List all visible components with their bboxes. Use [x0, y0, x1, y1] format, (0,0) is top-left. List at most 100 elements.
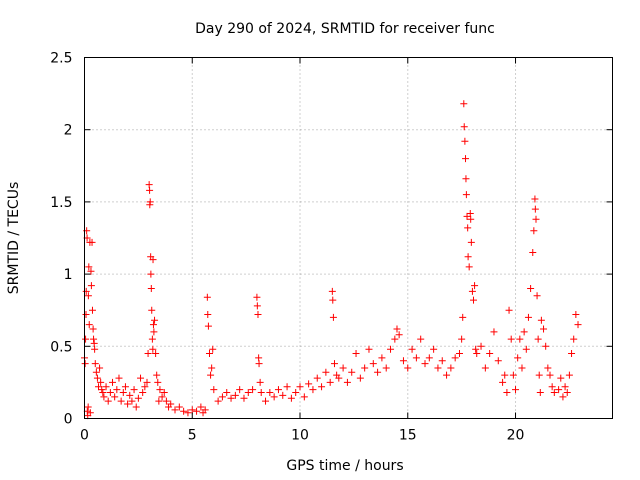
- chart-title: Day 290 of 2024, SRMTID for receiver fun…: [195, 21, 495, 37]
- data-point: [574, 321, 582, 329]
- data-point: [84, 292, 92, 300]
- axis-ticks: 0 5 10 15 20 0 0.5 1 1.5 2 2.5: [50, 51, 613, 444]
- data-point: [91, 360, 99, 368]
- data-point: [144, 350, 152, 358]
- data-point: [253, 302, 261, 310]
- data-point: [126, 391, 134, 399]
- data-point: [546, 371, 554, 379]
- data-point: [522, 345, 530, 353]
- data-point: [266, 389, 274, 397]
- data-point: [425, 354, 433, 362]
- data-point: [447, 364, 455, 372]
- data-point: [570, 335, 578, 343]
- data-point: [494, 357, 502, 365]
- data-point: [97, 378, 105, 386]
- y-axis-title: SRMTID / TECUs: [6, 182, 22, 295]
- data-point: [240, 394, 248, 402]
- data-point: [156, 386, 164, 394]
- data-point: [462, 191, 470, 199]
- data-point: [467, 215, 475, 223]
- data-point: [82, 335, 90, 343]
- data-point: [462, 155, 470, 163]
- data-points: [81, 100, 582, 420]
- data-point: [87, 267, 95, 275]
- data-point: [527, 285, 535, 293]
- data-point: [113, 386, 121, 394]
- data-point: [459, 313, 467, 321]
- x-tick-label: 0: [80, 428, 89, 444]
- data-point: [561, 383, 569, 391]
- data-point: [100, 393, 108, 401]
- data-point: [147, 270, 155, 278]
- data-point: [85, 321, 93, 329]
- data-point: [305, 380, 313, 388]
- data-point: [249, 386, 257, 394]
- data-point: [81, 360, 89, 368]
- data-point: [322, 368, 330, 376]
- data-point: [151, 316, 159, 324]
- data-point: [146, 198, 154, 206]
- data-point: [486, 350, 494, 358]
- data-point: [472, 345, 480, 353]
- data-point: [87, 282, 95, 290]
- data-point: [462, 175, 470, 183]
- data-point: [296, 383, 304, 391]
- data-point: [279, 391, 287, 399]
- data-point: [149, 256, 157, 264]
- data-point: [451, 354, 459, 362]
- data-point: [148, 335, 156, 343]
- data-point: [505, 306, 513, 314]
- data-point: [326, 378, 334, 386]
- data-point: [339, 364, 347, 372]
- data-point: [548, 383, 556, 391]
- data-point: [154, 378, 162, 386]
- data-point: [111, 393, 119, 401]
- data-point: [559, 393, 567, 401]
- data-point: [262, 397, 270, 405]
- data-point: [153, 371, 161, 379]
- data-point: [209, 345, 217, 353]
- data-point: [535, 371, 543, 379]
- data-point: [335, 374, 343, 382]
- data-point: [139, 389, 147, 397]
- data-point: [175, 403, 183, 411]
- data-point: [518, 364, 526, 372]
- data-point: [180, 407, 188, 415]
- data-point: [540, 325, 548, 333]
- data-point: [330, 360, 338, 368]
- data-point: [565, 371, 573, 379]
- data-point: [443, 371, 451, 379]
- x-tick-label: 20: [507, 428, 525, 444]
- data-point: [568, 350, 576, 358]
- data-point: [507, 335, 515, 343]
- data-point: [318, 383, 326, 391]
- data-point: [531, 205, 539, 213]
- data-point: [365, 345, 373, 353]
- grid-lines: [84, 57, 613, 419]
- data-point: [143, 378, 151, 386]
- data-point: [503, 389, 511, 397]
- data-point: [328, 287, 336, 295]
- data-point: [393, 325, 401, 333]
- data-point: [463, 212, 471, 220]
- data-point: [464, 224, 472, 232]
- data-point: [214, 397, 222, 405]
- data-point: [132, 403, 140, 411]
- data-point: [391, 335, 399, 343]
- data-point: [92, 368, 100, 376]
- data-point: [218, 393, 226, 401]
- data-point: [300, 393, 308, 401]
- data-point: [329, 296, 337, 304]
- data-point: [458, 335, 466, 343]
- data-point: [152, 350, 160, 358]
- data-point: [223, 389, 231, 397]
- data-point: [193, 407, 201, 415]
- data-point: [512, 386, 520, 394]
- data-point: [532, 215, 540, 223]
- data-point: [374, 368, 382, 376]
- data-point: [205, 350, 213, 358]
- data-point: [404, 364, 412, 372]
- data-point: [356, 374, 364, 382]
- data-point: [438, 357, 446, 365]
- data-point: [98, 386, 106, 394]
